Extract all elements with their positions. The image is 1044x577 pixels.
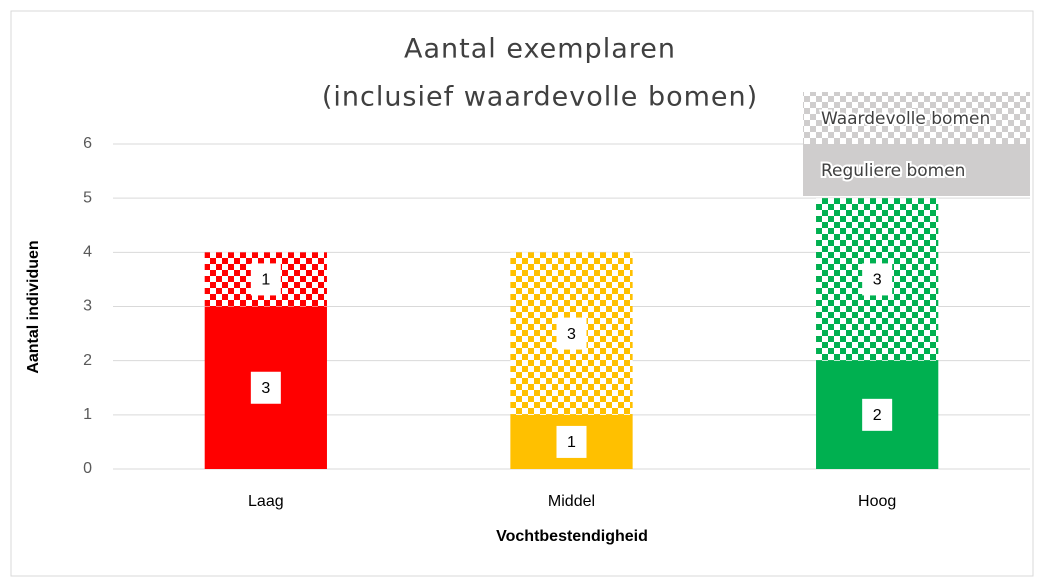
- legend-label: Waardevolle bomen: [821, 109, 990, 129]
- y-tick-label: 2: [83, 352, 92, 369]
- y-tick-label: 5: [83, 189, 92, 206]
- data-label: 3: [261, 380, 270, 397]
- data-label: 3: [873, 272, 882, 289]
- y-tick-label: 0: [83, 460, 92, 477]
- x-tick-label: Hoog: [858, 493, 896, 510]
- chart-title: (inclusief waardevolle bomen): [322, 82, 758, 113]
- y-tick-label: 6: [83, 135, 92, 152]
- y-tick-label: 1: [83, 406, 92, 423]
- data-label-box: [862, 398, 893, 431]
- y-tick-label: 4: [83, 244, 92, 261]
- data-label-box: [250, 263, 281, 296]
- legend-label: Reguliere bomen: [821, 161, 965, 181]
- data-label: 3: [567, 326, 576, 343]
- data-label-box: [862, 263, 893, 296]
- data-label: 1: [261, 272, 270, 289]
- data-label: 2: [873, 407, 882, 424]
- data-label-box: [250, 371, 281, 404]
- y-axis-title: Aantal individuen: [25, 240, 42, 373]
- chart-title: Aantal exemplaren: [404, 34, 676, 65]
- x-axis-title: Vochtbestendigheid: [496, 528, 648, 545]
- data-label: 1: [567, 434, 576, 451]
- y-tick-label: 3: [83, 298, 92, 315]
- x-tick-label: Middel: [548, 493, 595, 510]
- data-label-box: [556, 317, 587, 350]
- legend-swatch: [803, 92, 1030, 144]
- data-label-box: [556, 425, 587, 458]
- x-tick-label: Laag: [248, 493, 284, 510]
- legend-swatch: [803, 144, 1030, 196]
